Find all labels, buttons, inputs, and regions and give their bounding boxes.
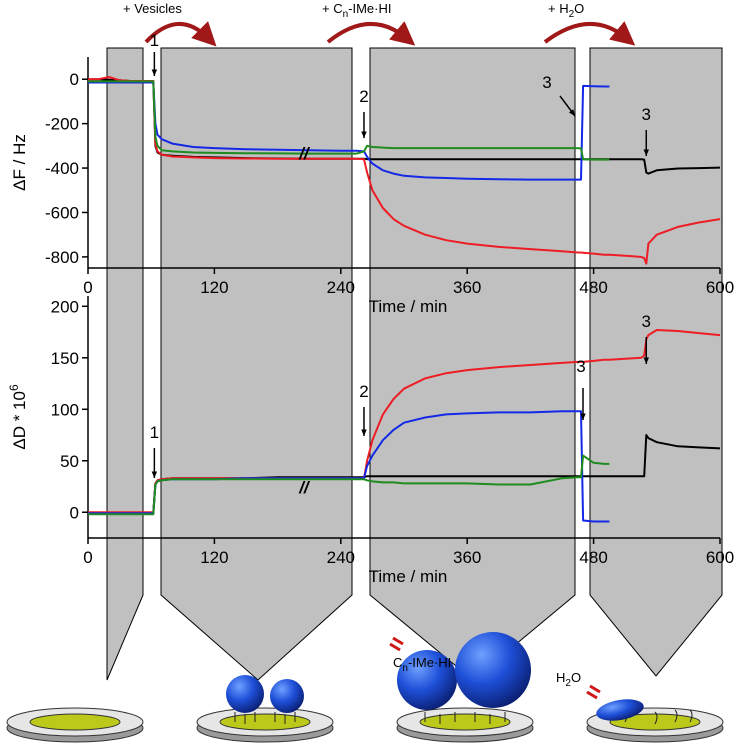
x-tick-label: 120 [200, 548, 228, 567]
x-tick-label: 600 [706, 548, 734, 567]
y-tick-label: 50 [60, 452, 79, 471]
annotation-label: 1 [150, 31, 159, 50]
step-arrow [326, 21, 416, 46]
annotation-label: 3 [542, 73, 551, 92]
annotation-arrowhead [568, 109, 575, 116]
axis-break: // [298, 144, 311, 163]
y-tick-label: -400 [45, 159, 79, 178]
step-label: + Cn-IMe·HI [322, 1, 392, 20]
y-axis-label-text: ΔD * 10 [10, 391, 29, 450]
x-tick-label: 0 [83, 278, 92, 297]
step-label: + H2O [548, 1, 584, 20]
y-tick-label: 0 [70, 503, 79, 522]
y-tick-label: -600 [45, 203, 79, 222]
x-tick-label: 360 [453, 548, 481, 567]
y-tick-label: -200 [45, 115, 79, 134]
diagram-label: Cn-IMe·HI [393, 655, 451, 674]
x-tick-label: 480 [579, 278, 607, 297]
diagram-label: H2O [556, 670, 581, 689]
annotation-arrowhead [151, 69, 158, 76]
y-tick-label: 200 [51, 297, 79, 316]
x-tick-label: 600 [706, 278, 734, 297]
y-tick-label: 0 [70, 70, 79, 89]
axis-break: // [298, 478, 311, 497]
annotation-arrowhead [643, 149, 649, 156]
panel [369, 47, 576, 681]
y-tick-label: -800 [45, 248, 79, 267]
x-tick-label: 480 [579, 548, 607, 567]
data-line [88, 454, 610, 516]
step-arrow [144, 21, 217, 47]
x-axis-label: Time / min [369, 567, 448, 586]
step-arrow [543, 21, 636, 46]
y-axis-label: ΔD * 106 [7, 384, 29, 450]
panel [106, 47, 144, 681]
x-tick-label: 240 [327, 548, 355, 567]
annotation-label: 3 [642, 105, 651, 124]
annotation-arrowhead [151, 471, 158, 478]
sensor-disk [196, 675, 334, 743]
x-tick-label: 240 [327, 278, 355, 297]
step-label: + Vesicles [123, 1, 182, 16]
x-tick-label: 120 [200, 278, 228, 297]
y-tick-label: 100 [51, 400, 79, 419]
sensor-disk [389, 632, 534, 743]
annotation-arrowhead [361, 131, 367, 138]
x-tick-label: 0 [83, 548, 92, 567]
data-line [88, 81, 610, 181]
annotation-label: 2 [359, 382, 368, 401]
annotation-arrowhead [361, 429, 367, 436]
annotation-label: 2 [359, 87, 368, 106]
x-tick-label: 360 [453, 278, 481, 297]
sensor-disk [586, 684, 724, 743]
panel [160, 47, 353, 681]
x-axis-label: Time / min [369, 297, 448, 316]
y-tick-label: 150 [51, 349, 79, 368]
panel [589, 47, 723, 677]
data-line [88, 80, 610, 161]
y-axis-label-sup: 6 [7, 384, 21, 391]
sensor-disk [6, 707, 144, 743]
annotation-label: 3 [642, 312, 651, 331]
annotation-arrowhead [643, 357, 649, 364]
y-axis-label: ΔF / Hz [10, 134, 29, 191]
annotation-arrowhead [580, 413, 586, 420]
annotation-label: 1 [150, 423, 159, 442]
diagrams: Cn-IMe·HI H2O [6, 632, 724, 743]
annotation-label: 3 [576, 357, 585, 376]
panels [106, 47, 723, 681]
